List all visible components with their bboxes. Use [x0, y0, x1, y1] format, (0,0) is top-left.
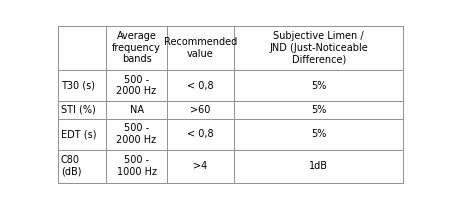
Text: 1dB: 1dB	[309, 161, 328, 171]
Text: STI (%): STI (%)	[61, 105, 95, 115]
Text: < 0,8: < 0,8	[187, 81, 214, 91]
Text: 500 -
2000 Hz: 500 - 2000 Hz	[117, 123, 157, 145]
Text: 5%: 5%	[311, 129, 326, 139]
Text: NA: NA	[130, 105, 144, 115]
Text: 500 -
1000 Hz: 500 - 1000 Hz	[117, 155, 157, 177]
Text: C80
(dB): C80 (dB)	[61, 155, 81, 177]
Text: >4: >4	[194, 161, 207, 171]
Text: >60: >60	[190, 105, 211, 115]
Text: 500 -
2000 Hz: 500 - 2000 Hz	[117, 75, 157, 96]
Text: T30 (s): T30 (s)	[61, 81, 95, 91]
Text: EDT (s): EDT (s)	[61, 129, 96, 139]
Text: Average
frequency
bands: Average frequency bands	[112, 31, 161, 64]
Text: 5%: 5%	[311, 81, 326, 91]
Text: Recommended
value: Recommended value	[164, 37, 237, 59]
Text: < 0,8: < 0,8	[187, 129, 214, 139]
Text: 5%: 5%	[311, 105, 326, 115]
Text: Subjective Limen /
JND (Just-Noticeable
Difference): Subjective Limen / JND (Just-Noticeable …	[269, 31, 368, 64]
